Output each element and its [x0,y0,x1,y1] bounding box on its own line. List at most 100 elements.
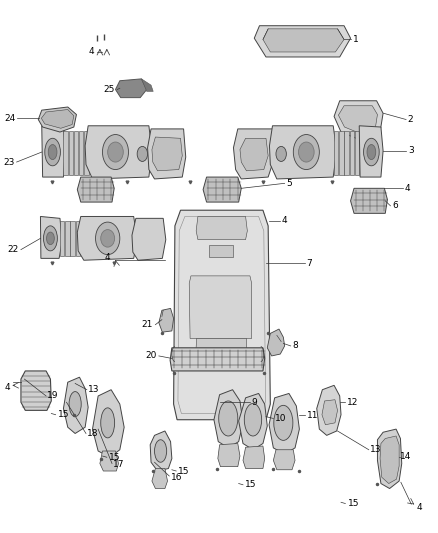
Text: 23: 23 [3,158,14,166]
Polygon shape [195,338,247,368]
Text: 20: 20 [145,351,156,360]
Text: 9: 9 [252,398,258,407]
Polygon shape [116,79,147,98]
Polygon shape [267,329,285,356]
Polygon shape [78,177,114,202]
Polygon shape [71,221,75,256]
Text: 12: 12 [347,398,358,407]
Polygon shape [141,79,153,91]
Text: 14: 14 [400,451,412,461]
Polygon shape [78,216,137,260]
Polygon shape [378,429,402,489]
Polygon shape [79,131,83,175]
Polygon shape [239,393,267,450]
Text: 4: 4 [281,216,287,225]
Ellipse shape [155,440,167,462]
Ellipse shape [69,392,81,417]
Polygon shape [60,221,64,256]
Text: 15: 15 [245,480,257,489]
Text: 18: 18 [87,429,99,438]
Polygon shape [273,450,295,470]
Polygon shape [74,131,78,175]
Polygon shape [21,371,51,410]
Text: 22: 22 [7,245,19,254]
Polygon shape [263,29,344,52]
Polygon shape [159,309,173,332]
Ellipse shape [108,142,123,162]
Polygon shape [85,126,152,179]
Polygon shape [334,131,339,175]
Ellipse shape [46,232,54,245]
Text: 15: 15 [58,410,69,419]
Polygon shape [203,177,241,202]
Polygon shape [243,446,265,469]
Polygon shape [150,431,172,471]
Polygon shape [100,451,119,471]
Ellipse shape [102,134,128,169]
Text: 10: 10 [275,414,286,423]
Polygon shape [76,221,80,256]
Polygon shape [196,216,247,240]
Polygon shape [152,469,167,489]
Text: 15: 15 [109,453,120,462]
Polygon shape [41,109,74,128]
Bar [209,245,233,257]
Text: 4: 4 [4,383,10,392]
Ellipse shape [299,142,314,162]
Ellipse shape [276,147,286,161]
Text: 19: 19 [47,391,58,400]
Polygon shape [269,126,337,179]
Polygon shape [40,216,62,259]
Polygon shape [38,107,77,132]
Polygon shape [322,400,338,425]
Polygon shape [42,126,65,177]
Ellipse shape [95,222,120,255]
Polygon shape [269,393,300,454]
Text: 24: 24 [4,114,16,123]
Polygon shape [233,129,275,179]
Text: 16: 16 [170,473,182,482]
Polygon shape [189,276,252,338]
Polygon shape [64,377,88,433]
Polygon shape [240,138,268,171]
Text: 5: 5 [286,179,292,188]
Text: 25: 25 [103,85,115,94]
Text: 7: 7 [306,259,312,268]
Ellipse shape [43,226,57,251]
Polygon shape [69,131,73,175]
Text: 17: 17 [113,461,124,469]
Polygon shape [380,436,399,483]
Ellipse shape [244,403,261,436]
Text: 3: 3 [408,146,413,155]
Text: 6: 6 [392,201,398,211]
Text: 15: 15 [347,499,359,508]
Ellipse shape [293,134,319,169]
Ellipse shape [45,138,60,166]
Polygon shape [317,385,341,435]
Text: 1: 1 [353,35,358,44]
Polygon shape [152,137,182,171]
Text: 11: 11 [307,411,319,420]
Text: 4: 4 [417,503,422,512]
Polygon shape [84,131,88,175]
Text: 4: 4 [104,253,110,262]
Polygon shape [334,101,383,140]
Polygon shape [214,390,243,448]
Text: 13: 13 [88,385,100,394]
Ellipse shape [101,230,115,247]
Polygon shape [339,131,344,175]
Ellipse shape [364,138,379,166]
Ellipse shape [137,147,148,161]
Polygon shape [350,188,388,213]
Text: 15: 15 [178,466,190,475]
Polygon shape [173,210,270,419]
Polygon shape [355,131,359,175]
Polygon shape [132,219,166,260]
Text: 13: 13 [370,445,381,454]
Polygon shape [65,221,70,256]
Polygon shape [254,26,350,57]
Text: 2: 2 [408,115,413,124]
Polygon shape [345,131,349,175]
Ellipse shape [101,408,115,438]
Text: 8: 8 [292,342,298,350]
